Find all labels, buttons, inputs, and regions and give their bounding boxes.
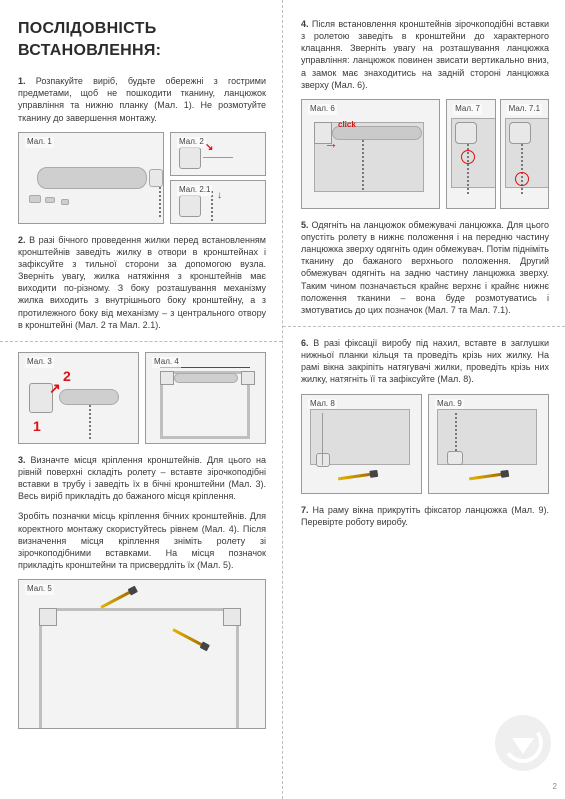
step-1: 1. Розпакуйте виріб, будьте обережні з г… — [18, 75, 266, 124]
divider-right — [283, 326, 565, 327]
right-column: 4. Після встановлення кронштейнів зірочк… — [283, 0, 565, 799]
figure-7-1: Мал. 7.1 — [500, 99, 549, 209]
figure-4: Мал. 4 — [145, 352, 266, 444]
step-3b: Зробіть позначки місць кріплення бічних … — [18, 510, 266, 571]
figure-5: Мал. 5 — [18, 579, 266, 729]
step-6-text: В разі фіксації виробу під нахил, вставт… — [301, 338, 549, 384]
figure-6: Мал. 6 → click — [301, 99, 440, 209]
figure-3: Мал. 3 1 2 ↗ — [18, 352, 139, 444]
fig-row-4: Мал. 6 → click Мал. 7 Мал. 7.1 — [301, 99, 549, 209]
fig-2-label: Мал. 2 — [177, 137, 206, 148]
fig-row-3: Мал. 5 — [18, 579, 266, 729]
step-4-text: Після встановлення кронштейнів зірочкопо… — [301, 19, 549, 90]
left-column: ПОСЛІДОВНІСТЬ ВСТАНОВЛЕННЯ: 1. Розпакуйт… — [0, 0, 283, 799]
fig-4-label: Мал. 4 — [152, 357, 181, 368]
step-4: 4. Після встановлення кронштейнів зірочк… — [301, 18, 549, 91]
step-5: 5. Одягніть на ланцюжок обмежувачі ланцю… — [301, 219, 549, 316]
figure-2-1: Мал. 2.1 ↓ — [170, 180, 266, 224]
step-2: 2. В разі бічного проведення жилки перед… — [18, 234, 266, 331]
fig-21-label: Мал. 2.1 — [177, 185, 212, 196]
step-2-text: В разі бічного проведення жилки перед вс… — [18, 235, 266, 330]
marker-1: 1 — [33, 417, 41, 436]
fig-6-label: Мал. 6 — [308, 104, 337, 115]
step-1-text: Розпакуйте виріб, будьте обережні з гост… — [18, 76, 266, 122]
fig-row-5: Мал. 8 Мал. 9 — [301, 394, 549, 494]
page-number: 2 — [553, 782, 557, 793]
fig-9-label: Мал. 9 — [435, 399, 464, 410]
figure-9: Мал. 9 — [428, 394, 549, 494]
step-6: 6. В разі фіксації виробу під нахил, вст… — [301, 337, 549, 386]
step-7-text: На раму вікна прикрутіть фіксатор ланцюж… — [301, 505, 549, 527]
step-5-text: Одягніть на ланцюжок обмежувачі ланцюжка… — [301, 220, 549, 315]
figure-2: Мал. 2 ↘ — [170, 132, 266, 176]
fig-row-2: Мал. 3 1 2 ↗ Мал. 4 — [18, 352, 266, 444]
fig-row-1: Мал. 1 Мал. 2 ↘ Мал. 2.1 — [18, 132, 266, 224]
watermark-icon — [495, 715, 551, 771]
fig-5-label: Мал. 5 — [25, 584, 54, 595]
marker-2: 2 — [63, 367, 71, 386]
fig-71-label: Мал. 7.1 — [507, 104, 542, 115]
figure-8: Мал. 8 — [301, 394, 422, 494]
divider-left — [0, 341, 282, 342]
page-title: ПОСЛІДОВНІСТЬ ВСТАНОВЛЕННЯ: — [18, 18, 266, 61]
step-3b-text: Зробіть позначки місць кріплення бічних … — [18, 511, 266, 570]
figure-1: Мал. 1 — [18, 132, 164, 224]
fig-3-label: Мал. 3 — [25, 357, 54, 368]
step-3a-text: Визначте місця кріплення кронштейнів. Дл… — [18, 455, 266, 501]
figure-7: Мал. 7 — [446, 99, 495, 209]
step-3a: 3. Визначте місця кріплення кронштейнів.… — [18, 454, 266, 503]
fig-7-label: Мал. 7 — [453, 104, 482, 115]
fig-1-label: Мал. 1 — [25, 137, 54, 148]
fig-8-label: Мал. 8 — [308, 399, 337, 410]
click-label: click — [338, 120, 356, 131]
step-7: 7. На раму вікна прикрутіть фіксатор лан… — [301, 504, 549, 528]
